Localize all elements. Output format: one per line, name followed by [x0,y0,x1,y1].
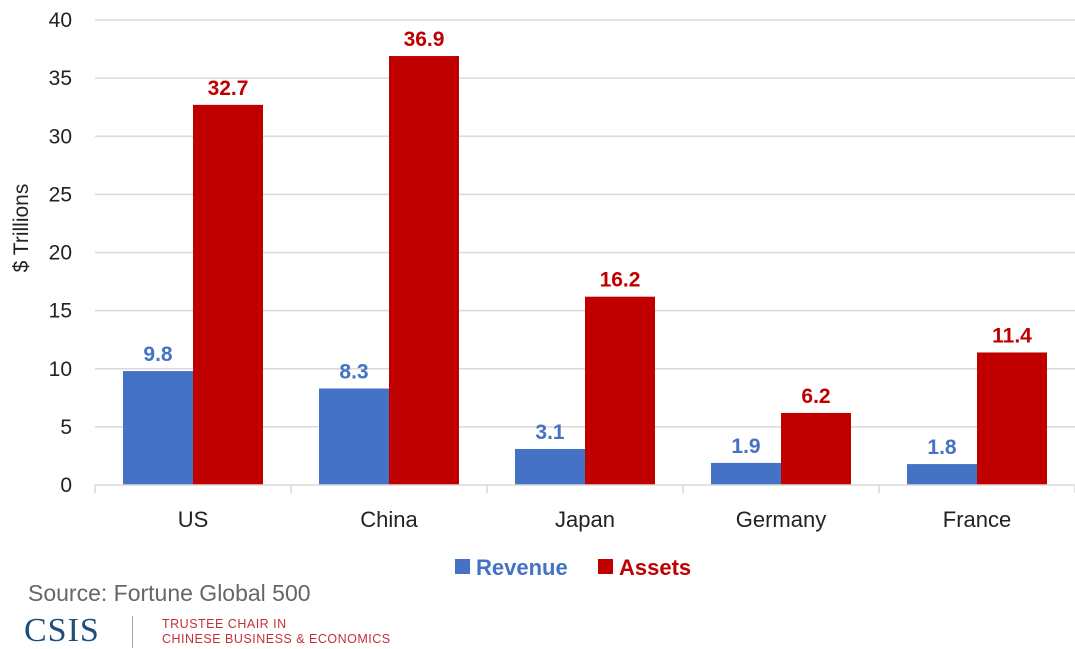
bar-assets [193,104,263,486]
bar-revenue [319,388,389,485]
y-tick-label: 15 [49,300,72,323]
logo-divider [132,616,133,648]
y-tick-label: 5 [60,416,72,439]
y-tick-label: 10 [49,358,72,381]
data-label-revenue: 8.3 [339,361,368,384]
bar-revenue [907,464,977,485]
chair-line-1: TRUSTEE CHAIR IN [162,617,287,631]
data-label-revenue: 9.8 [143,343,173,366]
bar-revenue [123,371,193,485]
bar-revenue [711,462,781,485]
x-tick-label: Germany [736,507,826,532]
data-label-revenue: 1.9 [731,435,760,458]
legend-label-revenue: Revenue [476,555,568,580]
legend: Revenue Assets [455,555,691,580]
csis-logo: CSIS [24,612,100,649]
y-axis-label: $ Trillions [10,184,33,273]
legend-label-assets: Assets [619,555,691,580]
chair-title: TRUSTEE CHAIR IN CHINESE BUSINESS & ECON… [162,617,391,647]
y-tick-label: 25 [49,183,72,206]
y-tick-label: 0 [60,474,72,497]
data-label-revenue: 3.1 [535,421,565,444]
bar-assets [389,56,459,485]
bar-assets [585,296,655,485]
x-tick-label: China [360,507,418,532]
x-tick-label: US [178,507,209,532]
legend-swatch-revenue [455,559,470,574]
bar-revenue [515,448,585,485]
y-tick-label: 20 [49,242,72,265]
y-tick-label: 40 [49,9,72,32]
bar-assets [781,412,851,485]
chair-line-2: CHINESE BUSINESS & ECONOMICS [162,632,391,646]
y-tick-label: 35 [49,67,72,90]
legend-swatch-assets [598,559,613,574]
bar-assets [977,352,1047,485]
y-tick-label: 30 [49,125,72,148]
x-tick-label: Japan [555,507,615,532]
bars: 9.8 8.3 3.1 1.9 1.8 32.7 36.9 16.2 6.2 11.4 [123,28,1047,486]
data-label-revenue: 1.8 [927,436,957,459]
data-label-assets: 16.2 [600,269,641,292]
y-axis-ticks: 0 5 10 15 20 25 30 35 40 [49,9,72,497]
source-note: Source: Fortune Global 500 [28,580,311,606]
x-axis: US China Japan Germany France [94,484,1075,532]
data-label-assets: 36.9 [404,28,445,51]
data-label-assets: 6.2 [801,385,830,408]
data-label-assets: 11.4 [992,324,1032,347]
x-tick-label: France [943,507,1011,532]
data-label-assets: 32.7 [208,77,249,100]
